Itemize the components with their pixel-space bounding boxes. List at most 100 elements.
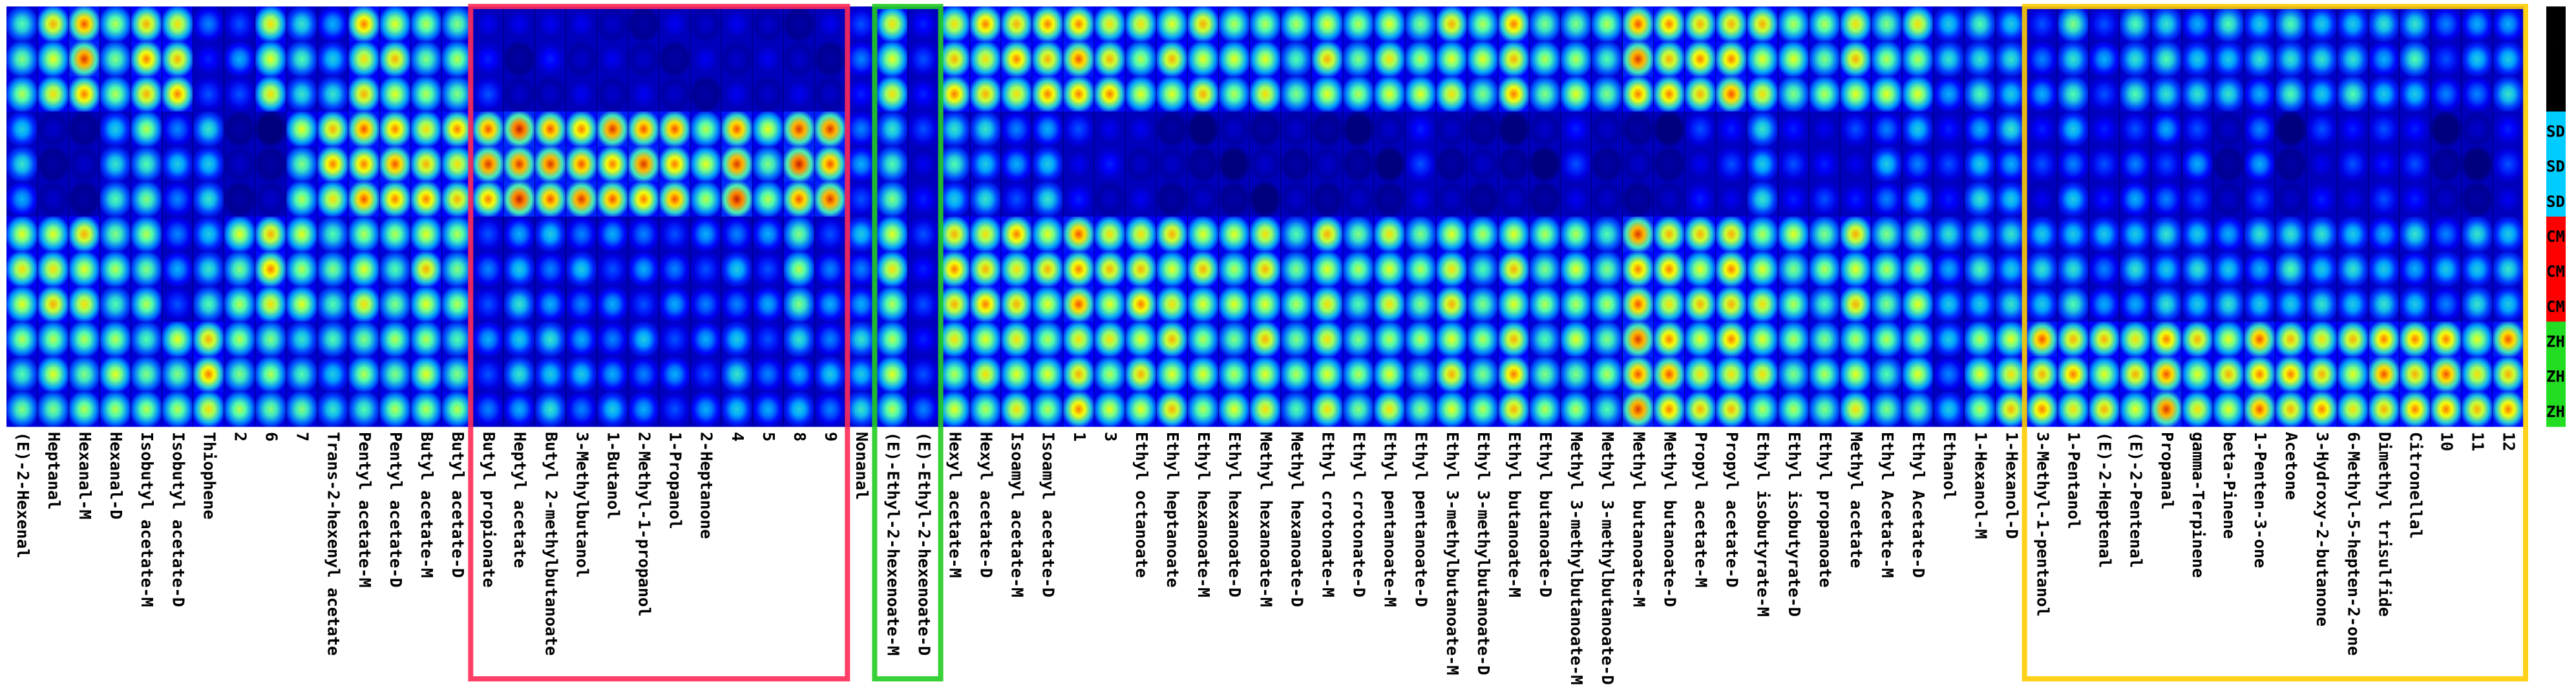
- heatmap-cell: [721, 286, 753, 322]
- heatmap-cell: [845, 356, 877, 392]
- heatmap-cell: [721, 6, 753, 42]
- heatmap-cell: [876, 321, 908, 357]
- heatmap-cell: [2057, 286, 2089, 322]
- heatmap-cell: [659, 251, 691, 287]
- column-label: 4: [728, 432, 747, 442]
- heatmap-cell: [1902, 146, 1934, 182]
- heatmap-cell: [348, 391, 380, 427]
- heatmap-cell: [1498, 41, 1530, 77]
- heatmap-cell: [472, 146, 504, 182]
- heatmap-cell: [2337, 6, 2369, 42]
- heatmap-cell: [2150, 41, 2182, 77]
- heatmap-cell: [193, 181, 224, 217]
- heatmap-cell: [255, 6, 287, 42]
- heatmap-cell: [2399, 6, 2431, 42]
- heatmap-cell: [690, 356, 722, 392]
- heatmap-cell: [131, 286, 162, 322]
- heatmap-cell: [131, 391, 162, 427]
- heatmap-cell: [1684, 251, 1716, 287]
- heatmap-cell: [2213, 251, 2244, 287]
- heatmap-cell: [628, 286, 660, 322]
- heatmap-cell: [100, 181, 131, 217]
- heatmap-cell: [255, 217, 287, 252]
- heatmap-cell: [1498, 321, 1530, 357]
- heatmap-cell: [100, 111, 131, 147]
- heatmap-cell: [1000, 217, 1033, 252]
- heatmap-cell: [907, 286, 939, 322]
- heatmap-cell: [37, 286, 69, 322]
- heatmap-cell: [938, 321, 970, 357]
- column-label: Ethyl crotonate-M: [1318, 432, 1337, 597]
- heatmap-cell: [286, 146, 318, 182]
- heatmap-cell: [1062, 111, 1095, 147]
- heatmap-cell: [69, 76, 100, 112]
- heatmap-cell: [1280, 321, 1312, 357]
- heatmap-cell: [2150, 286, 2182, 322]
- heatmap-cell: [1529, 391, 1561, 427]
- heatmap-cell: [193, 41, 224, 77]
- heatmap-cell: [1404, 146, 1437, 182]
- heatmap-cell: [628, 76, 660, 112]
- heatmap-cell: [938, 286, 970, 322]
- column-label: Ethyl pentanoate-D: [1412, 432, 1431, 607]
- heatmap-cell: [1249, 111, 1281, 147]
- heatmap-cell: [596, 181, 629, 217]
- heatmap-cell: [1062, 321, 1095, 357]
- heatmap-cell: [1187, 41, 1219, 77]
- heatmap-cell: [286, 111, 318, 147]
- heatmap-cell: [876, 146, 908, 182]
- column-label: 2-Heptanone: [697, 432, 716, 539]
- heatmap-cell: [1156, 286, 1188, 322]
- column-label: 12: [2500, 432, 2518, 451]
- heatmap-cell: [1653, 111, 1685, 147]
- heatmap-cell: [1000, 356, 1033, 392]
- column-label: 3-Methyl-1-pentanol: [2033, 432, 2052, 617]
- heatmap-cell: [2119, 146, 2151, 182]
- heatmap-cell: [1373, 76, 1406, 112]
- heatmap-cell: [814, 41, 846, 77]
- heatmap-cell: [348, 286, 380, 322]
- heatmap-cell: [2026, 76, 2058, 112]
- heatmap-cell: [100, 217, 131, 252]
- heatmap-cell: [969, 286, 1002, 322]
- heatmap-cell: [1498, 217, 1530, 252]
- heatmap-cell: [2119, 181, 2151, 217]
- heatmap-cell: [2492, 181, 2524, 217]
- heatmap-cell: [876, 356, 908, 392]
- heatmap-cell: [2275, 41, 2307, 77]
- heatmap-cell: [1249, 391, 1281, 427]
- heatmap-cell: [472, 321, 504, 357]
- row-label: CM: [2546, 228, 2565, 246]
- heatmap-cell: [1529, 6, 1561, 42]
- heatmap-cell: [1715, 391, 1747, 427]
- heatmap-cell: [876, 286, 908, 322]
- heatmap-cell: [1311, 41, 1344, 77]
- heatmap-cell: [2275, 356, 2307, 392]
- heatmap-cell: [1187, 356, 1219, 392]
- heatmap-cell: [317, 181, 349, 217]
- heatmap-cell: [845, 111, 877, 147]
- heatmap-cell: [1311, 146, 1344, 182]
- column-label: beta-Pinene: [2220, 432, 2239, 539]
- heatmap-cell: [255, 286, 287, 322]
- heatmap-cell: [1467, 286, 1499, 322]
- heatmap-cell: [2213, 111, 2244, 147]
- heatmap-cell: [721, 391, 753, 427]
- heatmap-cell: [2213, 321, 2244, 357]
- heatmap-cell: [1715, 146, 1747, 182]
- heatmap-cell: [37, 251, 69, 287]
- heatmap-cell: [1995, 181, 2027, 217]
- heatmap-cell: [1746, 181, 1779, 217]
- heatmap-cell: [1902, 356, 1934, 392]
- heatmap-cell: [1498, 6, 1530, 42]
- heatmap-cell: [565, 76, 597, 112]
- heatmap-cell: [845, 76, 877, 112]
- heatmap-cell: [938, 356, 970, 392]
- heatmap-cell: [2088, 111, 2120, 147]
- heatmap-cell: [596, 321, 629, 357]
- heatmap-cell: [1187, 146, 1219, 182]
- heatmap-cell: [69, 111, 100, 147]
- heatmap-cell: [2306, 286, 2338, 322]
- heatmap-cell: [969, 217, 1002, 252]
- heatmap-cell: [907, 181, 939, 217]
